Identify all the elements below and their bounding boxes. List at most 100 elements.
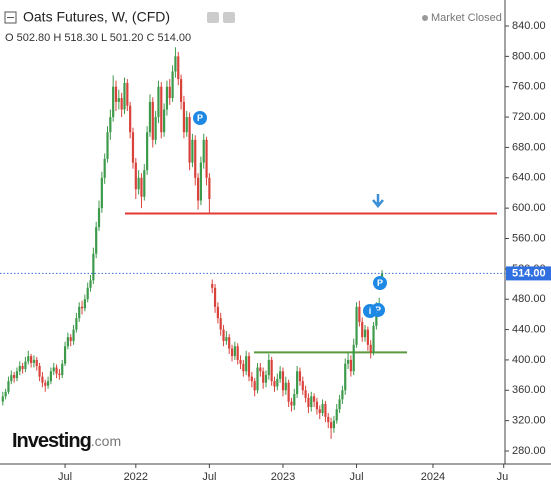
candle-body bbox=[239, 359, 242, 364]
candle-body bbox=[10, 375, 13, 382]
ohlc-legend: O 502.80 H 518.30 L 501.20 C 514.00 bbox=[5, 32, 191, 44]
candle-body bbox=[352, 344, 355, 372]
event-marker bbox=[363, 304, 377, 318]
candle-body bbox=[140, 177, 143, 197]
candle-body bbox=[222, 329, 225, 341]
candle-body bbox=[196, 177, 200, 201]
candle-body bbox=[355, 306, 358, 345]
candle-body bbox=[69, 337, 72, 341]
candle-body bbox=[307, 397, 310, 407]
candle-body bbox=[242, 363, 245, 372]
candle-body bbox=[41, 376, 44, 383]
candle-body bbox=[109, 117, 112, 133]
event-marker bbox=[193, 111, 207, 125]
y-tick-label: 720.00 bbox=[512, 111, 546, 123]
candle-body bbox=[179, 79, 183, 102]
candle-body bbox=[61, 363, 64, 376]
candle-body bbox=[92, 253, 95, 281]
candle-body bbox=[146, 132, 149, 171]
candle-body bbox=[52, 367, 55, 372]
candle-body bbox=[72, 329, 75, 341]
y-tick-label: 560.00 bbox=[512, 232, 546, 244]
candle-body bbox=[259, 367, 262, 372]
close-icon[interactable] bbox=[223, 12, 235, 23]
x-tick-label: 2022 bbox=[124, 471, 148, 483]
candle-body bbox=[35, 359, 38, 366]
x-tick-label: Jul bbox=[497, 471, 511, 483]
candle-body bbox=[230, 348, 234, 357]
candle-body bbox=[143, 170, 146, 197]
candle-body bbox=[213, 287, 217, 307]
candle-body bbox=[1, 396, 4, 402]
status-dot bbox=[422, 15, 428, 21]
candle-body bbox=[66, 337, 69, 347]
y-tick-label: 840.00 bbox=[512, 20, 546, 32]
x-tick-label: 2024 bbox=[421, 471, 445, 483]
candle-body bbox=[366, 329, 369, 345]
candle-body bbox=[341, 390, 344, 400]
event-marker-label: P bbox=[197, 113, 203, 123]
candle-body bbox=[177, 56, 180, 80]
candle-body bbox=[151, 101, 154, 140]
candle-body bbox=[321, 403, 324, 414]
candle-body bbox=[205, 139, 208, 178]
candle-body bbox=[194, 139, 197, 178]
candle-body bbox=[228, 337, 231, 349]
candle-body bbox=[55, 367, 58, 374]
candle-body bbox=[89, 280, 92, 288]
candle-body bbox=[160, 86, 163, 133]
candle-body bbox=[103, 158, 106, 178]
candle-body bbox=[327, 416, 330, 423]
candle-body bbox=[83, 299, 86, 309]
candle-body bbox=[279, 371, 282, 379]
candle-body bbox=[247, 356, 251, 377]
candle-body bbox=[129, 105, 132, 133]
candle-body bbox=[134, 162, 137, 190]
candle-body bbox=[137, 177, 140, 190]
y-tick-label: 360.00 bbox=[512, 384, 546, 396]
candle-body bbox=[97, 208, 101, 228]
candle-body bbox=[233, 346, 236, 357]
candle-body bbox=[304, 390, 307, 398]
last-price-box bbox=[506, 266, 551, 281]
candle-body bbox=[225, 337, 228, 341]
candle-body bbox=[335, 409, 338, 421]
candle-body bbox=[332, 420, 336, 429]
candle-body bbox=[30, 356, 33, 363]
candle-body bbox=[75, 318, 78, 330]
candle-body bbox=[21, 366, 24, 370]
candle-body bbox=[199, 162, 202, 201]
candle-body bbox=[290, 401, 293, 406]
candle-body bbox=[281, 371, 285, 391]
candle-body bbox=[349, 359, 352, 372]
candle-body bbox=[131, 132, 135, 163]
candle-body bbox=[287, 382, 290, 402]
y-tick-label: 480.00 bbox=[512, 293, 546, 305]
candle-body bbox=[301, 381, 304, 391]
y-tick-label: 760.00 bbox=[512, 81, 546, 93]
x-tick-label: Jul bbox=[58, 471, 72, 483]
candle-body bbox=[120, 98, 123, 110]
candle-body bbox=[310, 396, 313, 407]
candle-body bbox=[106, 132, 109, 159]
x-tick-label: 2023 bbox=[271, 471, 295, 483]
candle-body bbox=[174, 56, 177, 72]
candle-body bbox=[250, 376, 253, 382]
candle-body bbox=[100, 177, 103, 209]
candle-body bbox=[296, 371, 299, 395]
settings-icon[interactable] bbox=[207, 12, 219, 23]
candle-body bbox=[329, 422, 333, 429]
candle-body bbox=[324, 403, 327, 417]
candle-body bbox=[44, 382, 47, 386]
candle-body bbox=[80, 306, 84, 309]
candle-body bbox=[38, 366, 41, 377]
y-tick-label: 680.00 bbox=[512, 141, 546, 153]
candle-body bbox=[346, 359, 350, 364]
candle-body bbox=[372, 325, 375, 353]
arrow-icon bbox=[372, 194, 384, 208]
collapse-icon[interactable] bbox=[4, 11, 17, 24]
watermark-main: Investing bbox=[12, 430, 91, 452]
candle-body bbox=[245, 356, 248, 372]
candle-body bbox=[24, 361, 27, 370]
